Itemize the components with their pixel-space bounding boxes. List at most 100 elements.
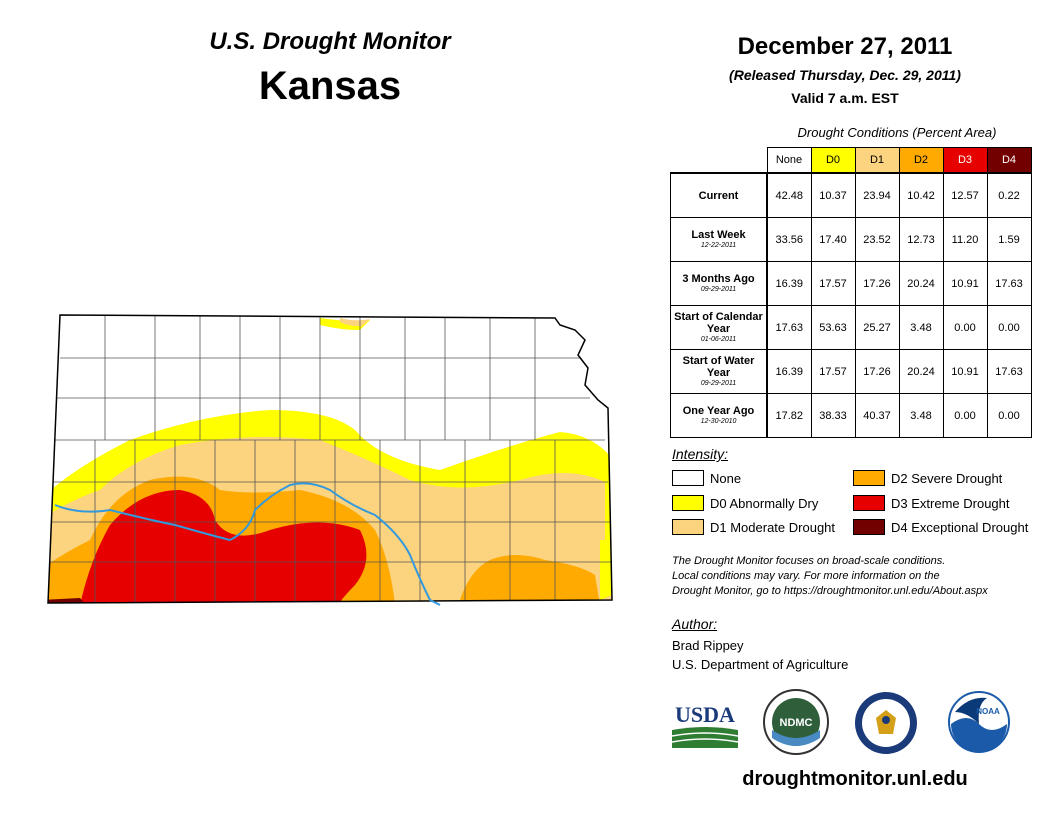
legend-item-d0: D0 Abnormally Dry (672, 495, 818, 511)
commerce-seal-logo (855, 692, 917, 754)
legend-item-d3: D3 Extreme Drought (853, 495, 1010, 511)
table-cell: 11.20 (942, 217, 988, 262)
state-name: Kansas (258, 64, 402, 108)
table-cell: 16.39 (766, 261, 812, 306)
col-d4: D4 (986, 147, 1032, 174)
table-cell: 17.26 (854, 349, 900, 394)
row-date: 09-29-2011 (700, 380, 737, 387)
table-row: One Year Ago 12-30-2010 17.82 38.33 40.37 3.4… (670, 393, 1032, 438)
table-cell: 17.57 (810, 349, 856, 394)
table-cell: 20.24 (898, 349, 944, 394)
legend-swatch (853, 519, 885, 535)
row-date: 12-22-2011 (700, 242, 737, 249)
table-cell: 0.00 (942, 305, 988, 350)
row-label: Start of Water Year 09-29-2011 (670, 349, 768, 394)
d1-north-area (340, 318, 370, 327)
table-cell: 40.37 (854, 393, 900, 438)
table-cell: 17.57 (810, 261, 856, 306)
d4-area (48, 598, 90, 603)
row-date: 01-06-2011 (700, 336, 737, 343)
col-d2: D2 (898, 147, 944, 174)
svg-text:USDA: USDA (675, 702, 735, 727)
table-row: 3 Months Ago 09-29-2011 16.39 17.57 17.26 20.… (670, 261, 1032, 306)
row-label: Last Week 12-22-2011 (670, 217, 768, 262)
svg-text:NOAA: NOAA (976, 707, 1000, 716)
release-date: (Released Thursday, Dec. 29, 2011) (729, 67, 961, 83)
row-date: 09-29-2011 (700, 286, 737, 293)
map-title: U.S. Drought Monitor (209, 28, 451, 55)
table-row: Last Week 12-22-2011 33.56 17.40 23.52 12.73 1… (670, 217, 1032, 262)
table-cell: 23.94 (854, 172, 900, 218)
state-outline (47, 314, 613, 604)
col-d0: D0 (810, 147, 856, 174)
table-caption: Drought Conditions (Percent Area) (797, 125, 997, 140)
legend-swatch (672, 519, 704, 535)
table-cell: 12.57 (942, 172, 988, 218)
table-cell: 17.63 (766, 305, 812, 350)
table-cell: 17.26 (854, 261, 900, 306)
table-cell: 23.52 (854, 217, 900, 262)
table-cell: 0.00 (986, 393, 1032, 438)
table-cell: 17.63 (986, 261, 1032, 306)
table-cell: 0.00 (942, 393, 988, 438)
table-row: Current 42.48 10.37 23.94 10.42 12.57 0.22 (670, 172, 1032, 218)
county-boundaries (50, 315, 611, 603)
table-cell: 3.48 (898, 305, 944, 350)
table-cell: 10.42 (898, 172, 944, 218)
drought-conditions-table: None D0 D1 D2 D3 D4 Current 42.48 10.37 23.… (670, 147, 1032, 438)
legend-item-d4: D4 Exceptional Drought (853, 519, 1028, 535)
table-cell: 3.48 (898, 393, 944, 438)
noaa-logo: NOAA (948, 691, 1010, 753)
row-label: 3 Months Ago 09-29-2011 (670, 261, 768, 306)
usda-logo: USDA (671, 702, 739, 748)
row-label: Current (670, 172, 768, 218)
legend-swatch (672, 470, 704, 486)
table-cell: 20.24 (898, 261, 944, 306)
table-cell: 53.63 (810, 305, 856, 350)
row-label: One Year Ago 12-30-2010 (670, 393, 768, 438)
col-d3: D3 (942, 147, 988, 174)
table-cell: 10.91 (942, 349, 988, 394)
d2-se-area (460, 555, 600, 603)
table-cell: 17.82 (766, 393, 812, 438)
author-name: Brad Rippey (672, 638, 744, 653)
table-cell: 0.22 (986, 172, 1032, 218)
table-cell: 12.73 (898, 217, 944, 262)
legend-title: Intensity: (672, 446, 729, 462)
website-link[interactable]: droughtmonitor.unl.edu (742, 768, 968, 790)
row-date: 12-30-2010 (700, 418, 737, 425)
table-cell: 1.59 (986, 217, 1032, 262)
valid-time: Valid 7 a.m. EST (791, 90, 899, 106)
table-cell: 17.40 (810, 217, 856, 262)
kansas-drought-map (47, 314, 613, 606)
table-cell: 25.27 (854, 305, 900, 350)
table-cell: 17.63 (986, 349, 1032, 394)
col-d1: D1 (854, 147, 900, 174)
table-header-row: None D0 D1 D2 D3 D4 (670, 147, 1032, 174)
table-cell: 42.48 (766, 172, 812, 218)
legend-swatch (853, 470, 885, 486)
author-title: Author: (672, 616, 718, 632)
table-cell: 33.56 (766, 217, 812, 262)
table-cell: 16.39 (766, 349, 812, 394)
ndmc-logo: NDMC (763, 689, 829, 755)
disclaimer-note: The Drought Monitor focuses on broad-sca… (672, 555, 988, 597)
table-row: Start of Calendar Year 01-06-2011 17.63 53.… (670, 305, 1032, 350)
legend-item-d2: D2 Severe Drought (853, 470, 1002, 486)
row-label: Start of Calendar Year 01-06-2011 (670, 305, 768, 350)
table-cell: 38.33 (810, 393, 856, 438)
report-date: December 27, 2011 (737, 33, 953, 60)
table-cell: 10.91 (942, 261, 988, 306)
table-row: Start of Water Year 09-29-2011 16.39 17.57 1… (670, 349, 1032, 394)
legend-item-none: None (672, 470, 741, 486)
author-org: U.S. Department of Agriculture (672, 657, 849, 672)
legend-swatch (853, 495, 885, 511)
legend-item-d1: D1 Moderate Drought (672, 519, 835, 535)
table-cell: 10.37 (810, 172, 856, 218)
legend-swatch (672, 495, 704, 511)
svg-text:NDMC: NDMC (780, 717, 813, 729)
d0-east-area (600, 540, 612, 600)
table-cell: 0.00 (986, 305, 1032, 350)
arkansas-river (54, 482, 441, 606)
col-none: None (766, 147, 812, 174)
